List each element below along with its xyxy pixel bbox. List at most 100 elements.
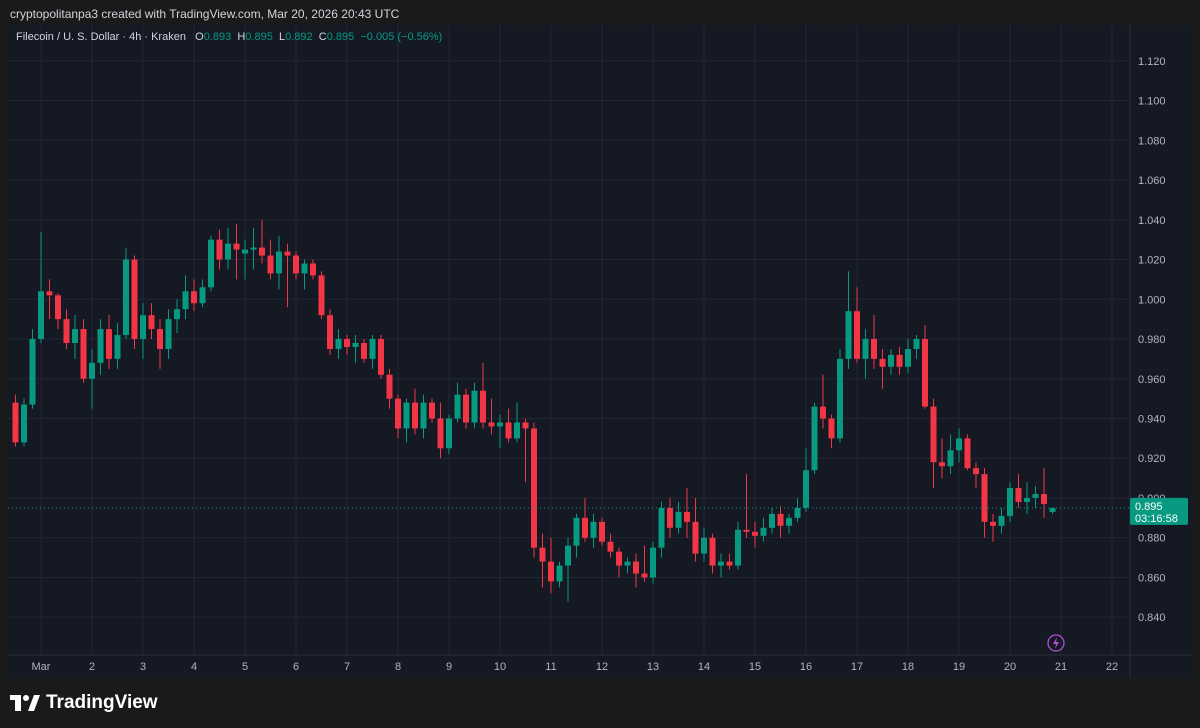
- candle-body: [72, 329, 78, 343]
- candle-body: [395, 398, 401, 429]
- candle-body: [641, 573, 648, 578]
- candle-body: [1015, 488, 1022, 502]
- y-tick-label: 1.040: [1138, 215, 1166, 227]
- y-tick-label: 0.880: [1138, 533, 1166, 545]
- grid: [8, 25, 1130, 655]
- candle-body: [777, 513, 784, 526]
- candle-body: [80, 329, 87, 379]
- x-tick-label: 6: [293, 661, 299, 673]
- candle-body: [735, 529, 741, 566]
- candle-body: [811, 406, 818, 471]
- candle-body: [106, 329, 112, 359]
- candle-body: [828, 418, 835, 439]
- candle-body: [531, 428, 537, 548]
- axes: 0.8400.8600.8800.9000.9200.9400.9600.980…: [8, 56, 1188, 673]
- brand-name: TradingView: [46, 692, 158, 713]
- candle-body: [463, 394, 469, 423]
- x-tick-label: 7: [344, 661, 350, 673]
- candle-body: [573, 517, 580, 546]
- candle-body: [89, 362, 95, 379]
- candle-body: [947, 450, 954, 467]
- candle-body: [548, 561, 554, 582]
- candle-body: [480, 390, 486, 423]
- last-price-label: 0.895: [1135, 501, 1163, 513]
- candle-body: [318, 275, 325, 316]
- candle-body: [420, 402, 427, 429]
- candle-body: [981, 474, 988, 522]
- candle-body: [259, 247, 265, 256]
- candle-body: [913, 339, 920, 349]
- ohlc-label: O: [195, 31, 204, 43]
- candle-body: [964, 438, 971, 469]
- x-tick-label: 14: [698, 661, 710, 673]
- candle-body: [539, 547, 546, 562]
- candle-body: [148, 315, 155, 330]
- candles: [12, 219, 1056, 602]
- candle-body: [29, 339, 36, 405]
- alert-icon[interactable]: [1047, 634, 1065, 652]
- candle-body: [276, 251, 282, 274]
- x-tick-label: 12: [596, 661, 608, 673]
- y-tick-label: 0.960: [1138, 374, 1166, 386]
- candle-body: [879, 358, 886, 367]
- candle-body: [752, 531, 758, 536]
- candle-body: [335, 339, 342, 349]
- countdown-label: 03:16:58: [1135, 513, 1178, 525]
- candle-body: [412, 402, 418, 429]
- candle-body: [225, 243, 231, 260]
- candle-body: [709, 537, 716, 566]
- candle-body: [310, 263, 316, 276]
- y-tick-label: 1.020: [1138, 255, 1166, 267]
- candle-body: [301, 263, 308, 274]
- y-tick-label: 0.980: [1138, 334, 1166, 346]
- candle-body: [242, 249, 248, 254]
- ohlc-label: L: [278, 31, 286, 43]
- x-tick-label: 10: [494, 661, 506, 673]
- x-tick-label: 20: [1004, 661, 1016, 673]
- candle-body: [760, 527, 767, 536]
- candle-body: [344, 339, 350, 347]
- candle-body: [1049, 507, 1056, 512]
- x-tick-label: 13: [647, 661, 659, 673]
- candle-body: [956, 438, 962, 451]
- candle-body: [743, 529, 750, 532]
- x-tick-label: 9: [446, 661, 452, 673]
- candle-body: [63, 319, 70, 343]
- candle-body: [616, 551, 622, 566]
- candle-body: [786, 517, 792, 526]
- candle-body: [854, 311, 860, 359]
- candle-body: [871, 339, 877, 359]
- candle-body: [46, 291, 53, 296]
- candle-body: [497, 422, 503, 427]
- y-tick-label: 0.840: [1138, 612, 1166, 624]
- candle-body: [114, 335, 121, 359]
- y-tick-label: 1.120: [1138, 56, 1166, 68]
- candle-body: [454, 394, 461, 419]
- candle-body: [216, 239, 223, 260]
- x-tick-label: 3: [140, 661, 146, 673]
- candle-body: [140, 315, 146, 340]
- candle-body: [675, 511, 682, 528]
- candle-body: [998, 515, 1005, 526]
- candle-body: [165, 319, 172, 349]
- candle-body: [1032, 494, 1039, 498]
- candle-body: [446, 418, 452, 449]
- candle-body: [352, 342, 359, 347]
- candle-body: [208, 239, 214, 288]
- candle-body: [769, 513, 775, 528]
- candle-body: [633, 561, 639, 574]
- candle-body: [386, 374, 393, 399]
- candle-body: [191, 291, 197, 304]
- candle-body: [199, 287, 206, 304]
- ohlc-value: 0.893: [203, 31, 232, 43]
- chart: 0.8400.8600.8800.9000.9200.9400.9600.980…: [8, 25, 1192, 678]
- candle-body: [471, 390, 478, 423]
- candle-body: [284, 251, 291, 256]
- x-tick-label: 17: [851, 661, 863, 673]
- candle-body: [131, 259, 138, 340]
- candle-body: [922, 339, 928, 407]
- candle-body: [369, 339, 376, 359]
- candle-body: [437, 418, 444, 449]
- x-tick-label: 22: [1106, 661, 1118, 673]
